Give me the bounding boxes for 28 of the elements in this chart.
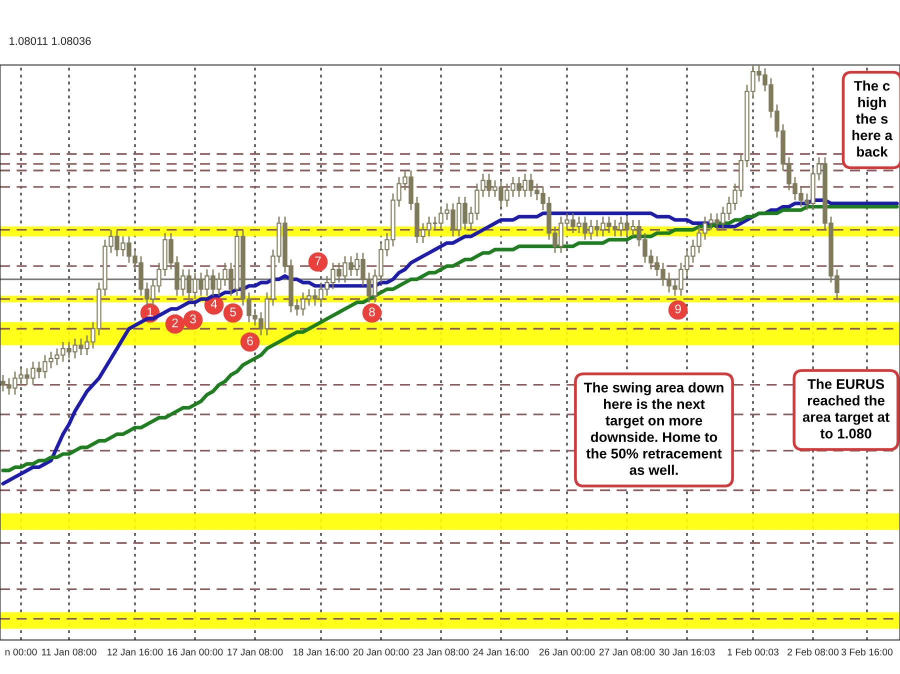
annotation: 8 bbox=[369, 308, 375, 316]
x-tick-label: 12 Jan 16:00 bbox=[108, 648, 163, 656]
x-tick-label: 3 Feb 16:00 bbox=[841, 648, 893, 656]
x-tick-label: n 00:00 bbox=[5, 648, 37, 656]
annotation: The EURUS reached the area target at to 1.080 bbox=[802, 378, 890, 438]
x-tick-label: 26 Jan 00:00 bbox=[539, 648, 595, 656]
x-tick-label: 27 Jan 08:00 bbox=[599, 648, 655, 656]
annotation: 4 bbox=[210, 300, 218, 308]
x-tick-label: 30 Jan 16:03 bbox=[659, 648, 715, 656]
x-tick-label: 16 Jan 00:00 bbox=[168, 648, 223, 656]
annotation: 5 bbox=[230, 308, 236, 316]
annotation: The swing area down here is the next target on more downside. Home to the 50% retracement as well. bbox=[584, 382, 724, 475]
annotation: 6 bbox=[247, 336, 253, 346]
x-tick-label: 1 Feb 00:03 bbox=[728, 648, 779, 656]
annotation: 1 bbox=[147, 308, 153, 316]
text: 1.08011 1.08036 bbox=[10, 37, 91, 45]
x-tick-label: 23 Jan 08:00 bbox=[413, 648, 469, 656]
x-tick-label: 24 Jan 16:00 bbox=[473, 648, 529, 656]
x-tick-label: 18 Jan 16:00 bbox=[294, 648, 349, 656]
annotation: The c high the s here a back bbox=[852, 80, 893, 157]
annotation: 2 bbox=[172, 318, 178, 328]
annotation: 7 bbox=[315, 256, 321, 266]
annotation: 9 bbox=[675, 304, 681, 314]
annotation: 3 bbox=[190, 314, 196, 324]
x-tick-label: 20 Jan 00:00 bbox=[353, 648, 409, 656]
x-tick-label: 2 Feb 08:00 bbox=[788, 648, 839, 656]
x-tick-label: 11 Jan 08:00 bbox=[42, 648, 96, 656]
x-tick-label: 17 Jan 08:00 bbox=[228, 648, 283, 656]
